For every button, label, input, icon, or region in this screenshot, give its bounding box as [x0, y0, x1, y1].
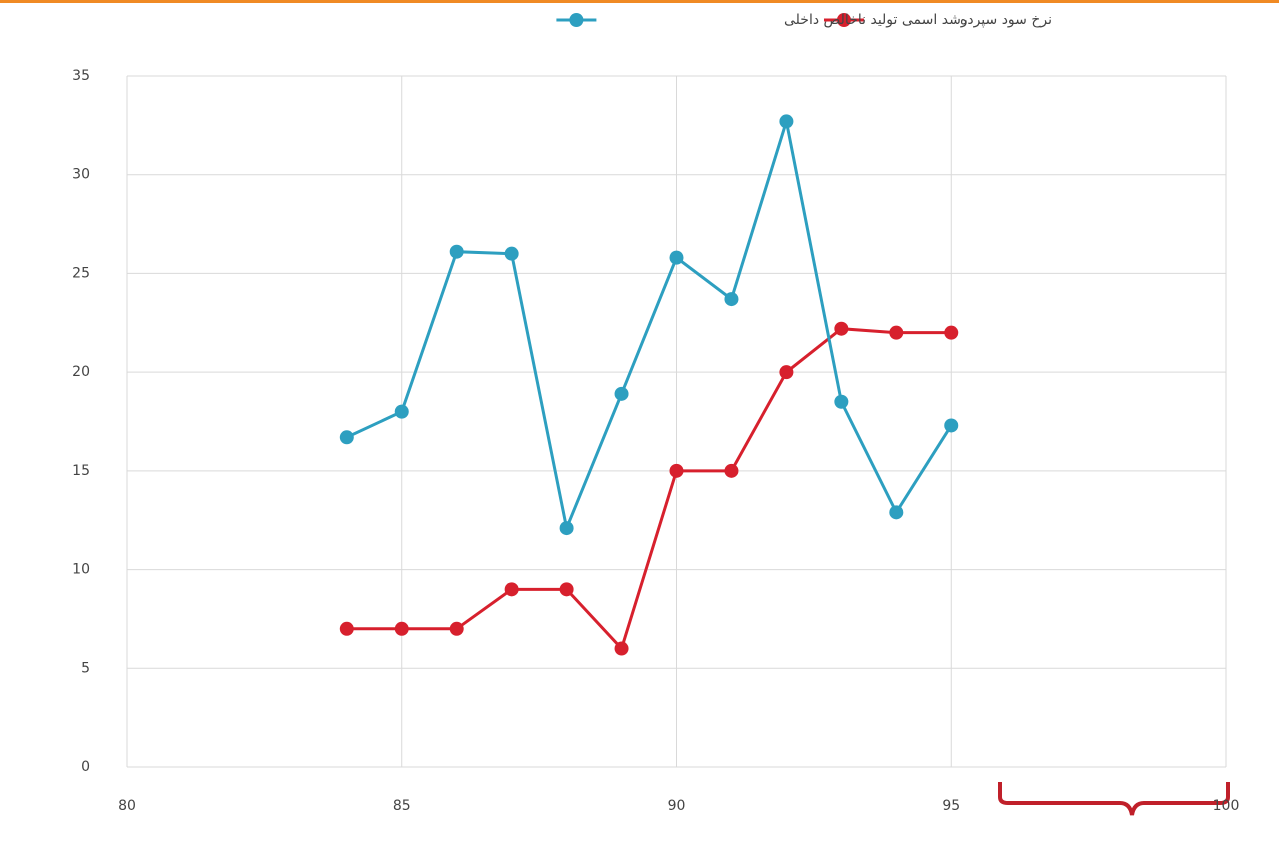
y-tick-label: 25	[72, 265, 90, 281]
point	[504, 582, 519, 597]
point	[449, 244, 464, 259]
point	[834, 321, 849, 336]
point	[449, 621, 464, 636]
bracket-annotation	[998, 782, 1230, 816]
point	[724, 463, 739, 478]
point	[944, 325, 959, 340]
y-tick-label: 30	[72, 167, 90, 183]
point	[834, 394, 849, 409]
legend-marker	[836, 13, 851, 27]
point	[724, 292, 739, 307]
point	[669, 463, 684, 478]
point	[614, 386, 629, 401]
point	[394, 404, 409, 419]
point	[944, 418, 959, 433]
point	[669, 250, 684, 265]
y-tick-label: 20	[72, 364, 90, 380]
y-tick-label: 0	[81, 759, 90, 775]
point	[889, 505, 904, 520]
legend-label: رشد اسمی تولید ناخالص داخلی	[784, 12, 968, 28]
x-tick-label: 90	[668, 798, 686, 814]
series-line	[346, 120, 953, 534]
point	[889, 325, 904, 340]
x-tick-label: 100	[1213, 798, 1240, 814]
x-tick-label: 80	[118, 798, 136, 814]
point	[779, 365, 794, 380]
legend-marker	[569, 13, 584, 27]
y-tick-label: 35	[72, 68, 90, 84]
point	[779, 114, 794, 129]
y-tick-label: 10	[72, 562, 90, 578]
point	[504, 246, 519, 261]
top-border	[0, 0, 1279, 3]
point	[339, 430, 354, 445]
point	[559, 521, 574, 536]
x-tick-label: 85	[393, 798, 411, 814]
y-tick-label: 15	[72, 463, 90, 479]
point	[614, 641, 629, 656]
y-tick-label: 5	[81, 660, 90, 676]
x-tick-label: 95	[942, 798, 960, 814]
point	[394, 621, 409, 636]
legend-label: نرخ سود سپرده	[960, 12, 1052, 28]
point	[339, 621, 354, 636]
point	[559, 582, 574, 597]
series-line	[346, 327, 952, 652]
